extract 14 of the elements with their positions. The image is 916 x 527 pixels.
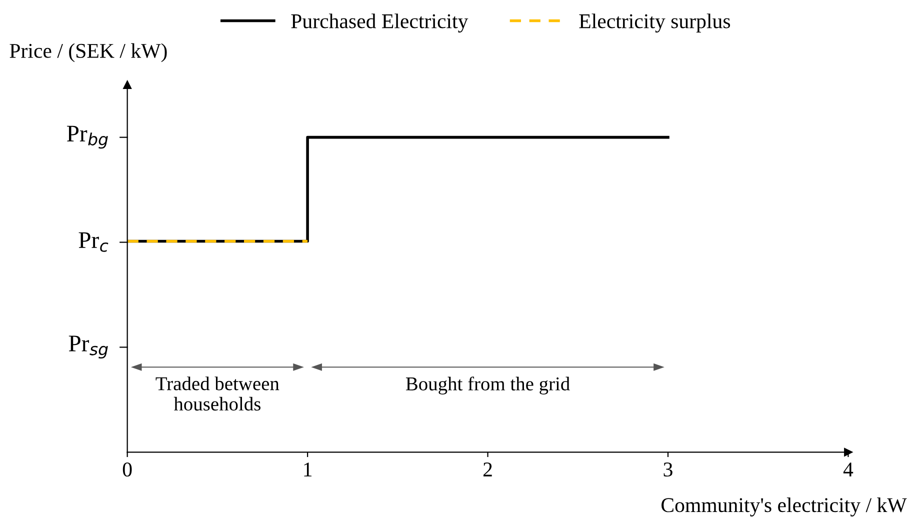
x-tick-label: 0 xyxy=(122,462,132,477)
text: Pr$_{c}$ xyxy=(78,232,108,252)
legend-label: Purchased Electricity xyxy=(291,14,468,33)
text: Pr$_{sg}$ xyxy=(68,336,108,359)
x-tick-label: 2 xyxy=(483,462,492,476)
legend-label: Electricity surplus xyxy=(579,14,730,33)
x-tick-label: 4 xyxy=(843,462,854,476)
x-tick-label: 1 xyxy=(304,462,312,476)
text: Pr$_{bg}$ xyxy=(67,126,108,149)
annotation: Traded between households xyxy=(156,376,280,411)
annotation: Bought from the grid xyxy=(406,376,570,394)
x-tick-label: 3 xyxy=(664,462,672,477)
y-axis-title: Price / (SEK / kW) xyxy=(10,43,167,62)
x-axis-title: Community's electricity / kW xyxy=(662,498,907,516)
